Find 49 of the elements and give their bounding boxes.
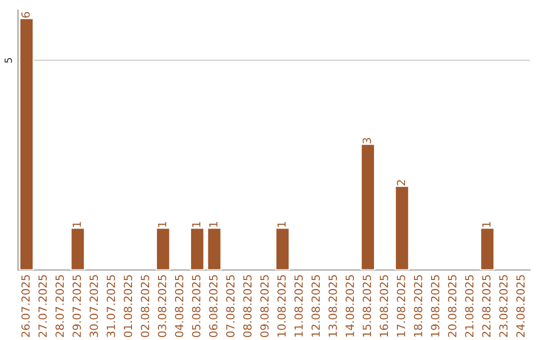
data-label: 2 — [396, 180, 406, 186]
x-tick-label: 22.08.2025 — [482, 275, 491, 337]
bar — [190, 227, 205, 270]
x-tick-label: 18.08.2025 — [414, 275, 422, 337]
x-tick-label: 21.08.2025 — [465, 275, 474, 337]
x-tick-label: 20.08.2025 — [448, 275, 456, 337]
data-label: 1 — [192, 222, 200, 227]
bar — [70, 227, 86, 270]
data-label: 1 — [278, 222, 286, 227]
bar — [275, 227, 290, 270]
bar — [19, 18, 34, 270]
x-tick-label: 16.08.2025 — [380, 275, 388, 337]
x-tick-label: 10.08.2025 — [277, 275, 286, 337]
x-tick-label: 07.08.2025 — [226, 275, 235, 338]
data-label: 1 — [209, 222, 218, 227]
x-tick-label: 15.08.2025 — [362, 275, 372, 337]
x-tick-label: 14.08.2025 — [346, 275, 354, 337]
x-tick-label: 02.08.2025 — [140, 275, 150, 338]
x-tick-label: 23.08.2025 — [499, 275, 508, 337]
x-tick-label: 11.08.2025 — [294, 275, 303, 337]
x-tick-label: 19.08.2025 — [430, 275, 440, 337]
x-tick-label: 09.08.2025 — [260, 275, 269, 338]
x-tick-label: 06.08.2025 — [209, 275, 218, 338]
data-label: 1 — [482, 222, 490, 227]
data-label: 3 — [362, 138, 372, 144]
y-tick-label: 5 — [4, 58, 12, 63]
x-tick-label: 12.08.2025 — [311, 275, 320, 337]
x-tick-label: 31.07.2025 — [106, 275, 116, 337]
x-tick-label: 29.07.2025 — [72, 275, 81, 337]
x-tick-label: 28.07.2025 — [55, 275, 64, 337]
x-tick-label: 05.08.2025 — [192, 275, 200, 338]
bar — [360, 144, 376, 270]
data-label: 6 — [21, 12, 30, 18]
bar — [156, 227, 171, 270]
x-tick-label: 27.07.2025 — [38, 275, 47, 337]
x-tick-label: 13.08.2025 — [328, 275, 337, 337]
x-tick-label: 03.08.2025 — [158, 275, 166, 338]
data-label: 1 — [158, 222, 166, 227]
bar — [394, 185, 410, 270]
x-tick-label: 30.07.2025 — [90, 275, 98, 337]
bar — [480, 227, 495, 270]
bar — [206, 227, 222, 270]
x-tick-label: 17.08.2025 — [396, 275, 406, 337]
x-tick-label: 04.08.2025 — [174, 275, 184, 338]
x-tick-label: 26.07.2025 — [21, 275, 30, 337]
x-tick-label: 08.08.2025 — [243, 275, 252, 338]
x-tick-label: 01.08.2025 — [124, 275, 132, 338]
x-tick-label: 24.08.2025 — [516, 275, 525, 337]
data-label: 1 — [72, 222, 81, 227]
